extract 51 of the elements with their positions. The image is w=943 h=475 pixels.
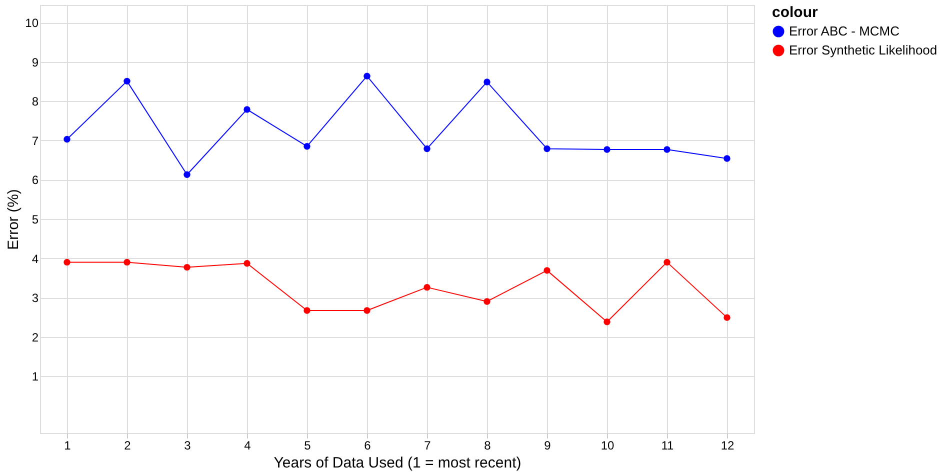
point (724, 155, 730, 162)
y-tick-label: 10 (25, 16, 39, 30)
x-tick-label: 4 (244, 438, 252, 452)
point (64, 258, 70, 266)
point (544, 145, 550, 152)
y-tick-label: 1 (32, 370, 39, 384)
y-tick-label: 4 (32, 252, 39, 266)
point (304, 143, 310, 150)
point (604, 146, 610, 153)
y-tick-label: 5 (32, 212, 39, 226)
point (64, 136, 70, 143)
x-tick-label: 1 (64, 438, 72, 452)
point (124, 78, 130, 85)
point (244, 106, 250, 113)
point (244, 260, 250, 267)
x-tick-label: 5 (304, 438, 312, 452)
point (304, 307, 310, 314)
y-axis-title: Error (%) (5, 189, 22, 250)
x-tick-label: 12 (720, 438, 734, 452)
point (664, 146, 670, 153)
legend-title: colour (772, 4, 818, 21)
x-tick-label: 11 (661, 438, 674, 452)
point (184, 171, 190, 178)
x-tick-label: 10 (600, 438, 614, 452)
point (664, 258, 670, 266)
y-tick-label: 7 (32, 134, 39, 148)
legend-label: Error ABC - MCMC (789, 24, 900, 38)
y-tick-label: 6 (32, 173, 39, 188)
y-tick-label: 8 (32, 94, 39, 109)
x-tick-label: 6 (364, 438, 372, 452)
x-tick-label: 8 (484, 438, 492, 452)
y-tick-label: 9 (32, 55, 39, 70)
point (124, 258, 130, 266)
point (544, 267, 550, 274)
y-tick-label: 3 (32, 291, 39, 306)
point (364, 72, 370, 80)
point (604, 318, 610, 326)
point (484, 78, 490, 86)
x-axis-title: Years of Data Used (1 = most recent) (274, 454, 522, 472)
point (724, 314, 730, 321)
point (424, 284, 430, 291)
legend-label: Error Synthetic Likelihood (789, 42, 938, 58)
y-tick-label: 2 (32, 330, 39, 344)
x-tick-label: 3 (184, 438, 192, 452)
point (484, 298, 490, 305)
point (364, 307, 370, 314)
x-tick-label: 7 (424, 438, 432, 452)
point (424, 145, 430, 152)
x-tick-label: 9 (544, 438, 552, 452)
x-tick-label: 2 (124, 438, 132, 452)
point (184, 264, 190, 271)
